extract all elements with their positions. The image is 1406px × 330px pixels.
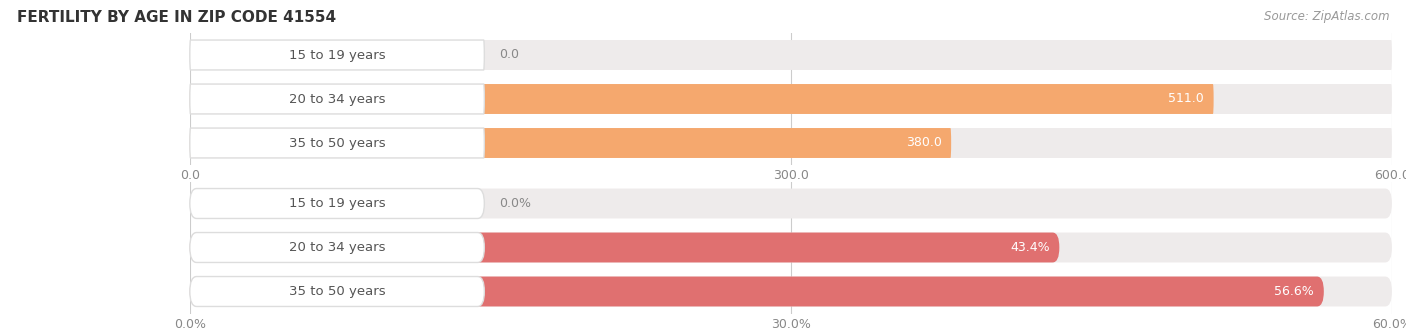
FancyBboxPatch shape [190, 188, 1392, 218]
Text: Source: ZipAtlas.com: Source: ZipAtlas.com [1264, 10, 1389, 23]
Text: 380.0: 380.0 [905, 137, 942, 149]
FancyBboxPatch shape [190, 277, 1324, 307]
Text: 511.0: 511.0 [1168, 92, 1204, 106]
FancyBboxPatch shape [190, 233, 1059, 262]
Text: 0.0: 0.0 [499, 49, 519, 61]
FancyBboxPatch shape [190, 84, 1213, 114]
FancyBboxPatch shape [190, 128, 952, 158]
FancyBboxPatch shape [190, 84, 484, 114]
FancyBboxPatch shape [190, 40, 484, 70]
Text: FERTILITY BY AGE IN ZIP CODE 41554: FERTILITY BY AGE IN ZIP CODE 41554 [17, 10, 336, 25]
Text: 43.4%: 43.4% [1010, 241, 1050, 254]
FancyBboxPatch shape [190, 40, 1392, 70]
Text: 35 to 50 years: 35 to 50 years [288, 285, 385, 298]
FancyBboxPatch shape [190, 277, 1392, 307]
FancyBboxPatch shape [190, 128, 484, 158]
FancyBboxPatch shape [190, 277, 484, 307]
Text: 15 to 19 years: 15 to 19 years [288, 197, 385, 210]
FancyBboxPatch shape [190, 84, 1392, 114]
Text: 15 to 19 years: 15 to 19 years [288, 49, 385, 61]
Text: 56.6%: 56.6% [1274, 285, 1315, 298]
Text: 35 to 50 years: 35 to 50 years [288, 137, 385, 149]
Text: 20 to 34 years: 20 to 34 years [288, 92, 385, 106]
FancyBboxPatch shape [190, 233, 484, 262]
FancyBboxPatch shape [190, 233, 1392, 262]
Text: 20 to 34 years: 20 to 34 years [288, 241, 385, 254]
FancyBboxPatch shape [190, 188, 484, 218]
FancyBboxPatch shape [190, 128, 1392, 158]
Text: 0.0%: 0.0% [499, 197, 530, 210]
